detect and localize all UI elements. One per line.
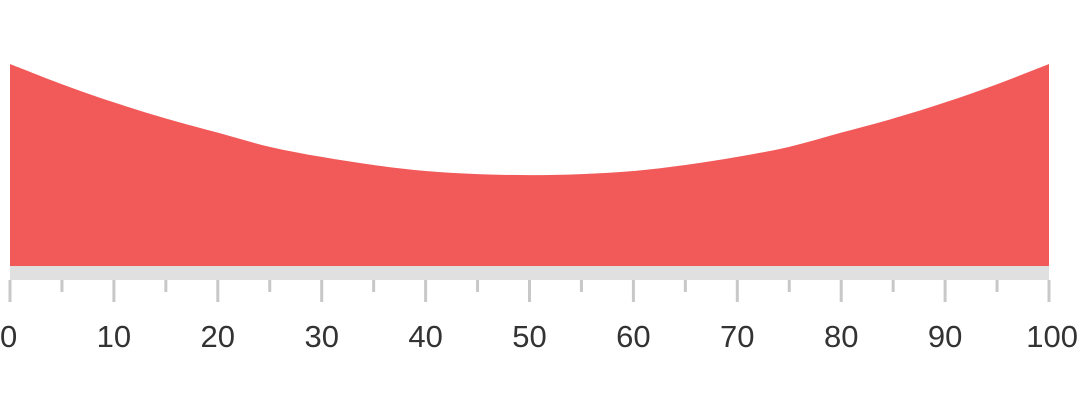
x-tick-label-0: 0 (0, 319, 17, 354)
area-series-group (10, 64, 1049, 266)
x-axis-ticks (8, 280, 1051, 302)
x-axis (10, 266, 1049, 280)
x-tick-label-50: 50 (512, 319, 546, 354)
x-tick-label-20: 20 (201, 319, 235, 354)
x-tick-label-30: 30 (304, 319, 338, 354)
x-tick-label-10: 10 (97, 319, 131, 354)
x-tick-label-80: 80 (824, 319, 858, 354)
x-tick-label-40: 40 (408, 319, 442, 354)
area-series-0 (10, 64, 1049, 266)
x-axis-tick-labels: 0 10 20 30 40 50 60 70 80 90 100 (0, 319, 1078, 354)
x-tick-label-70: 70 (720, 319, 754, 354)
x-tick-label-100: 100 (1026, 319, 1078, 354)
x-tick-label-60: 60 (616, 319, 650, 354)
x-axis-line (10, 266, 1049, 280)
x-tick-label-90: 90 (928, 319, 962, 354)
